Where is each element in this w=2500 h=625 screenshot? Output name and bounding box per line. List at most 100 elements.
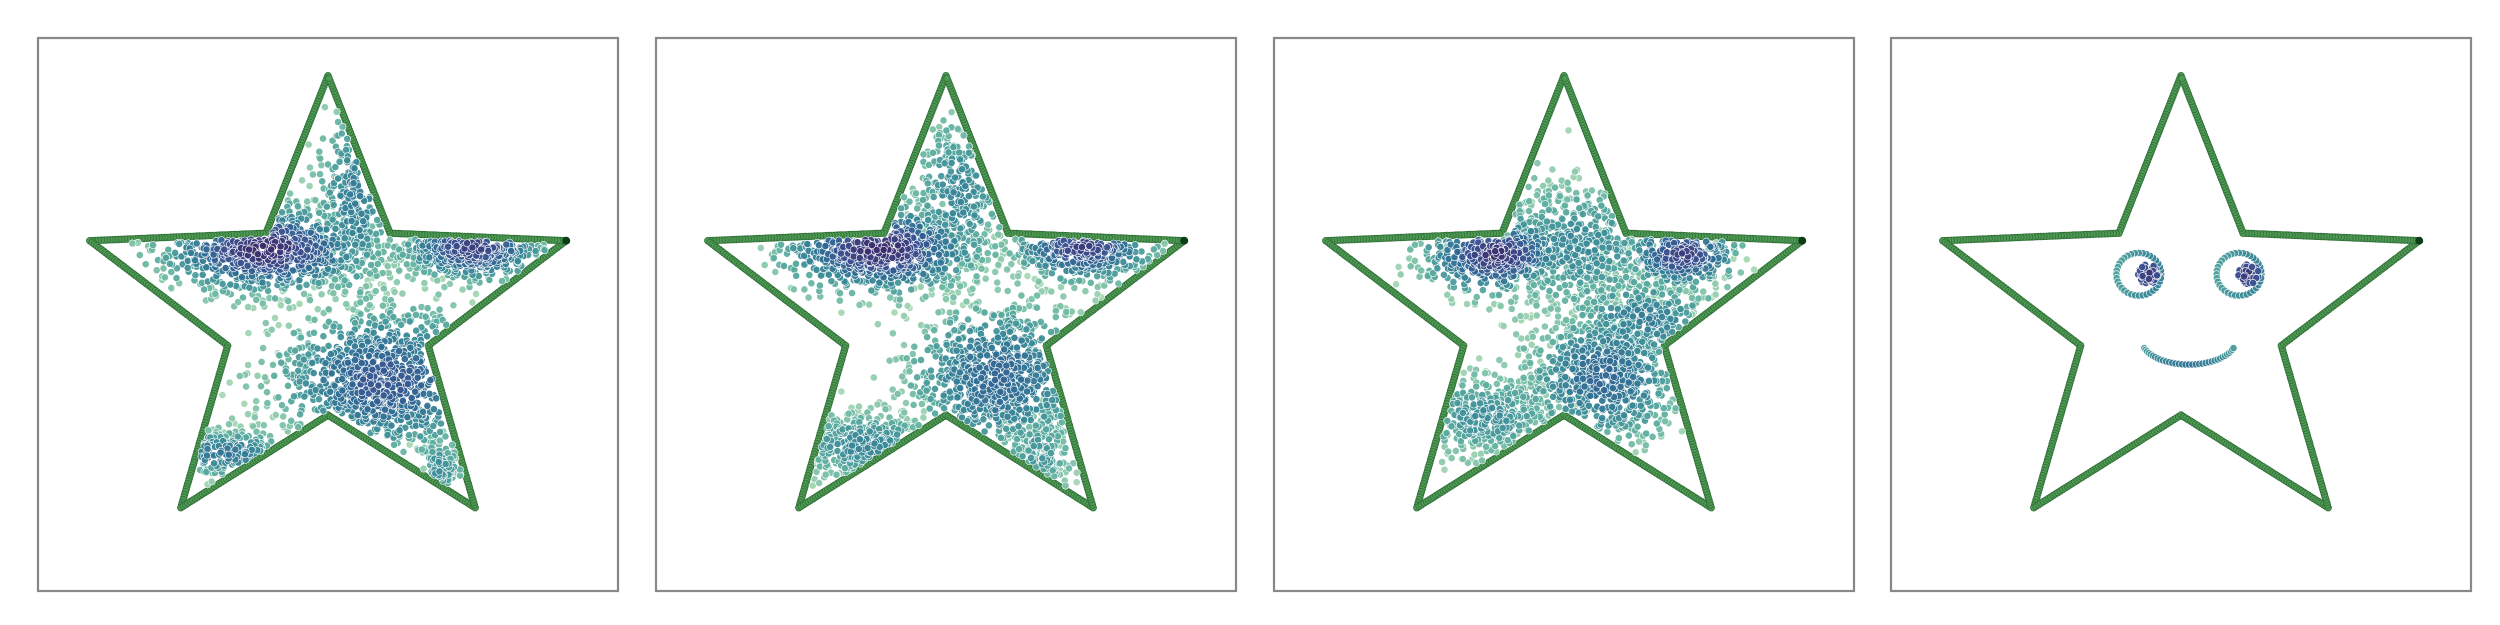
sample-point (950, 326, 959, 335)
sample-point (366, 372, 375, 380)
sample-point (315, 147, 324, 156)
sample-point (306, 296, 314, 305)
sample-point (919, 150, 928, 159)
sample-point (448, 440, 456, 449)
sample-point (1033, 291, 1041, 300)
sample-point (319, 376, 328, 384)
sample-point (927, 366, 935, 375)
sample-point (930, 326, 939, 335)
sample-point (258, 299, 267, 308)
star-outline (86, 71, 571, 512)
sample-point (1093, 272, 1102, 281)
sample-point (311, 386, 320, 394)
sample-point (284, 381, 292, 390)
sample-point (330, 275, 339, 284)
sample-point (324, 305, 333, 314)
sample-point (304, 140, 313, 149)
sample-point (916, 282, 925, 291)
sample-point (308, 170, 317, 179)
sample-point (338, 386, 347, 395)
outline-endpoint (562, 236, 571, 245)
sample-point (947, 281, 955, 290)
sample-point (400, 355, 409, 363)
panel-frame (36, 36, 620, 593)
sample-point (413, 373, 422, 382)
sample-point (867, 286, 876, 295)
sample-point (1067, 278, 1076, 286)
sample-point (245, 283, 254, 292)
sample-point (420, 279, 429, 287)
sample-point (276, 301, 285, 310)
sample-point (513, 257, 522, 265)
sample-point (973, 252, 981, 261)
sample-point (956, 282, 965, 291)
sample-point (321, 359, 330, 367)
sample-point (1065, 464, 1073, 473)
sample-point (907, 285, 916, 294)
sample-point (356, 192, 364, 200)
sample-point (1023, 272, 1032, 280)
sample-point (896, 295, 904, 304)
sample-point (225, 420, 233, 429)
sample-point (135, 251, 144, 259)
sample-point (365, 301, 374, 310)
sample-point (979, 192, 987, 201)
sample-point (278, 401, 286, 410)
outline-endpoint (1180, 236, 1189, 245)
sample-point (373, 216, 382, 224)
sample-point (310, 328, 318, 337)
sample-point (396, 385, 405, 394)
sample-point (242, 382, 250, 391)
sample-point (204, 426, 213, 435)
sample-point (1034, 435, 1042, 444)
sample-point (271, 294, 279, 303)
sample-point (241, 450, 249, 459)
sample-point (267, 325, 276, 334)
sample-point (211, 290, 220, 298)
sample-point (253, 371, 262, 380)
sample-point (900, 311, 908, 320)
sample-point (342, 300, 351, 308)
sample-point (303, 245, 312, 254)
sample-point (968, 284, 977, 293)
sample-point (378, 301, 387, 310)
sample-point (271, 410, 280, 419)
sample-point (1056, 459, 1064, 468)
sample-point (902, 399, 910, 407)
sample-point (244, 361, 252, 369)
sample-point (944, 331, 953, 340)
sample-point (949, 293, 958, 302)
sample-point (183, 263, 192, 272)
sample-point (319, 134, 327, 143)
sample-point (912, 189, 920, 198)
sample-point (910, 357, 919, 366)
sample-point (398, 289, 407, 298)
sample-point (244, 329, 253, 337)
sample-point (903, 301, 912, 310)
sample-point (294, 423, 303, 432)
sample-point (1002, 424, 1011, 433)
sample-point (1072, 468, 1081, 477)
sample-point (953, 124, 962, 133)
sample-point (395, 266, 404, 275)
sample-point (349, 179, 358, 188)
sample-point (468, 243, 477, 252)
sample-point (302, 280, 311, 289)
sample-point (244, 410, 252, 419)
sample-point (258, 278, 267, 287)
sample-point (379, 366, 388, 375)
sample-point (1003, 287, 1012, 295)
sample-point (432, 394, 441, 403)
sample-point (404, 240, 413, 249)
sample-point (790, 285, 798, 294)
sample-point (472, 289, 480, 298)
sample-point (299, 355, 308, 364)
sample-point (231, 445, 240, 454)
sample-point (429, 405, 438, 414)
sample-point (353, 411, 362, 419)
sample-point (897, 210, 905, 219)
sample-point (991, 250, 1000, 259)
sample-point (908, 350, 917, 358)
sample-point (909, 400, 918, 409)
sample-point (336, 191, 345, 200)
